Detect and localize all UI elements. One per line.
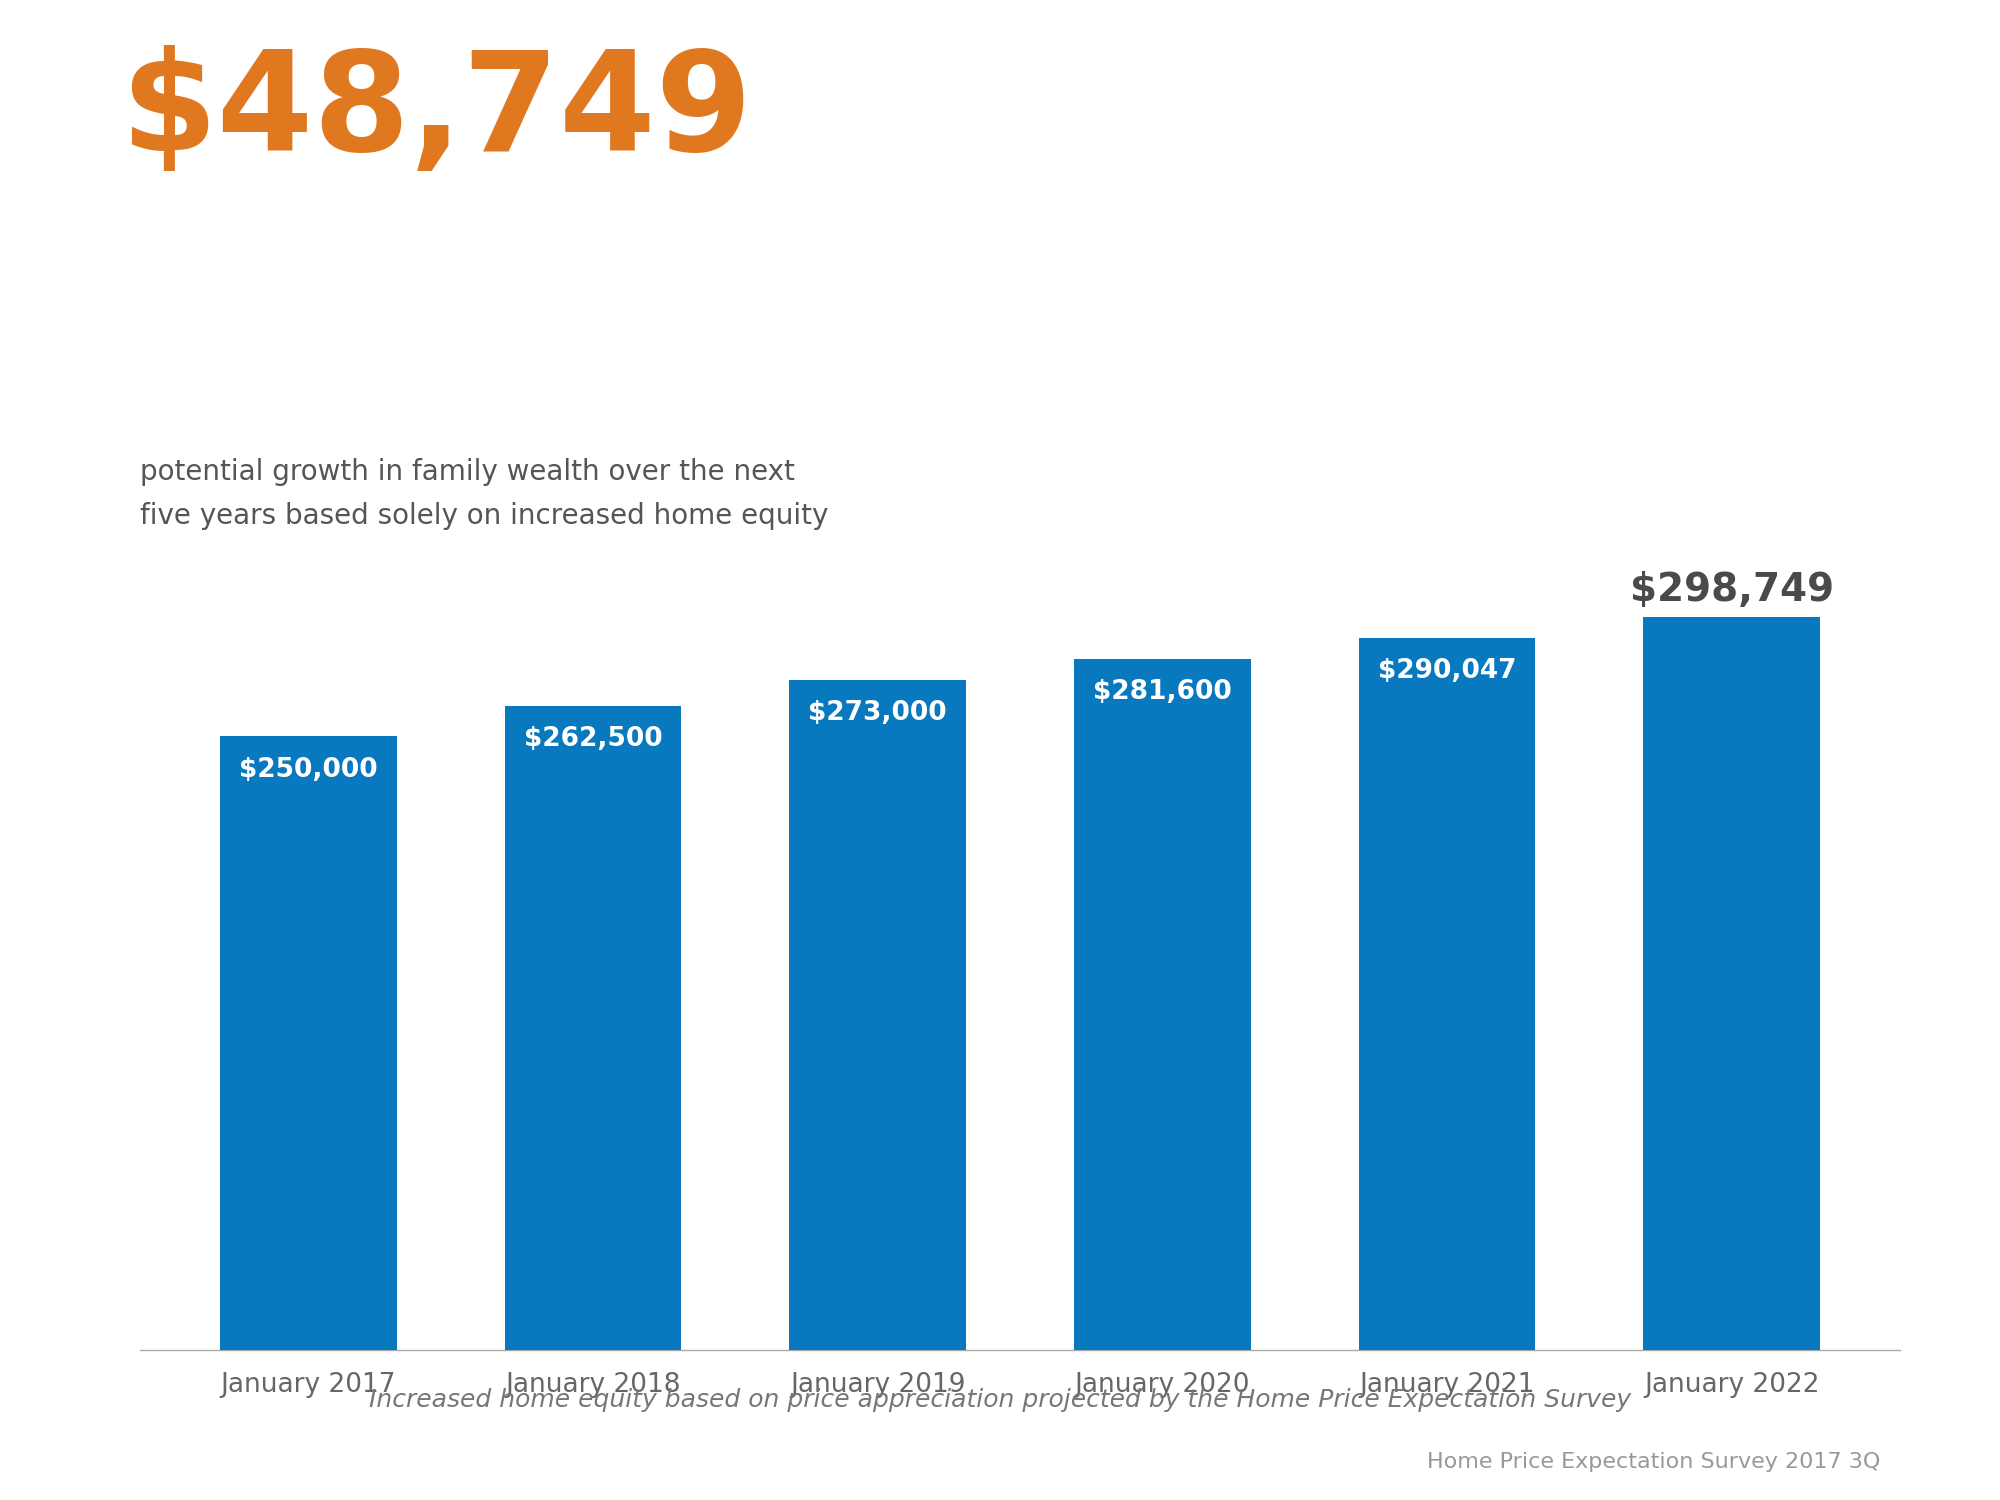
Bar [1644,616,1820,1350]
Text: $281,600: $281,600 [1092,680,1232,705]
Text: five years based solely on increased home equity: five years based solely on increased hom… [140,503,828,531]
Bar [504,705,682,1350]
Text: potential growth in family wealth over the next: potential growth in family wealth over t… [140,458,794,486]
Bar [790,680,966,1350]
Text: Increased home equity based on price appreciation projected by the Home Price Ex: Increased home equity based on price app… [368,1388,1632,1411]
Text: Home Price Expectation Survey 2017 3Q: Home Price Expectation Survey 2017 3Q [1426,1452,1880,1472]
Text: $298,749: $298,749 [1630,570,1834,609]
Text: $290,047: $290,047 [1378,658,1516,684]
Text: $262,500: $262,500 [524,726,662,752]
Bar [1358,638,1536,1350]
Text: $250,000: $250,000 [238,756,378,783]
Bar [220,736,396,1350]
Text: $273,000: $273,000 [808,700,946,726]
Text: $48,749: $48,749 [120,45,752,180]
Bar [1074,658,1250,1350]
